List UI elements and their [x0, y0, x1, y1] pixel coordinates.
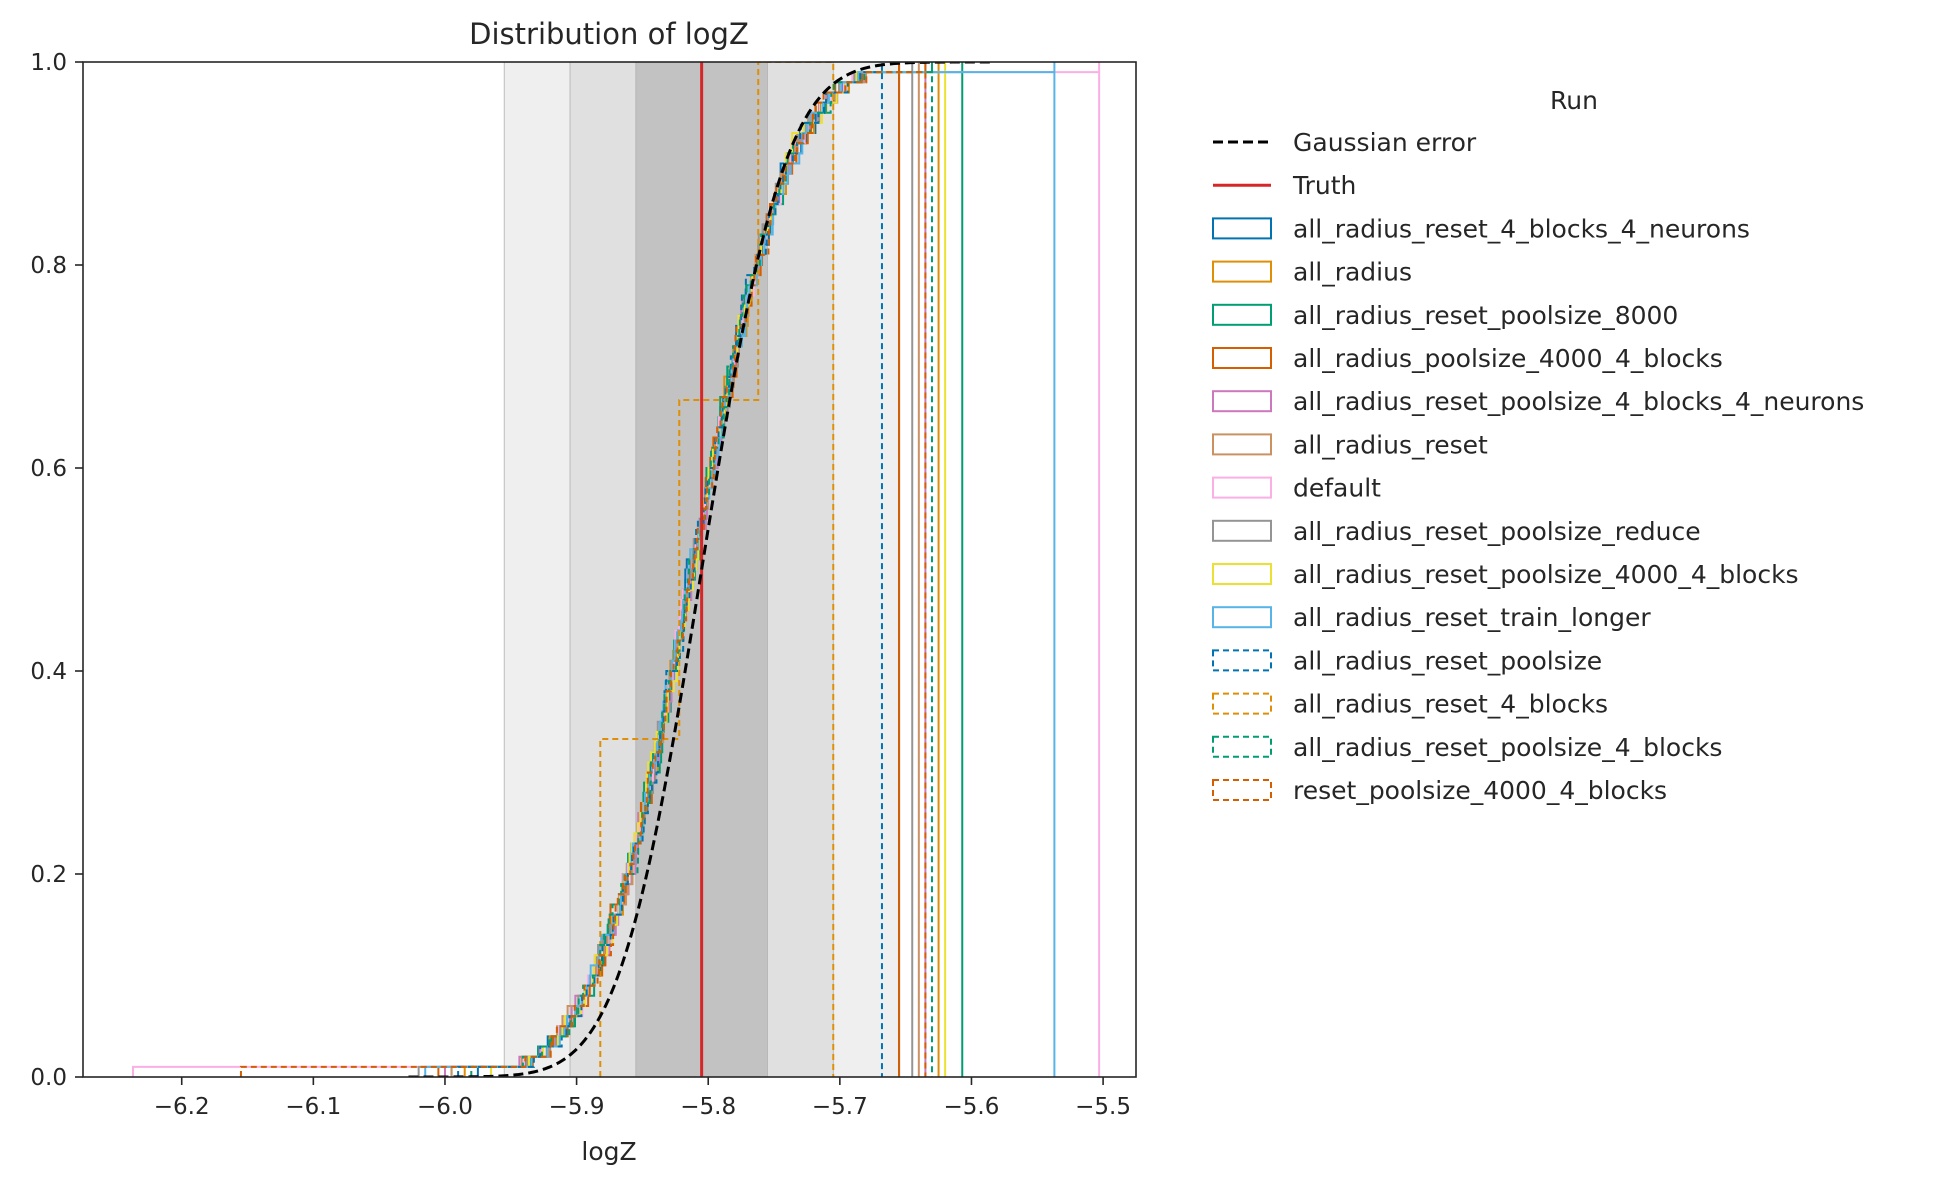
- legend-swatch-all-radius-reset-poolsize-4000-4-blocks: [1212, 563, 1272, 585]
- series-all-radius-reset-poolsize: [457, 62, 883, 1077]
- legend: Run Gaussian error Truth all_radius_reset_…: [1212, 86, 1864, 805]
- x-tick-label: −5.5: [1075, 1094, 1131, 1120]
- legend-label-default: default: [1293, 474, 1381, 503]
- legend-swatch-all-radius-reset-4-blocks-4-neurons: [1212, 217, 1272, 240]
- legend-label-all-radius-reset: all_radius_reset: [1293, 430, 1488, 459]
- legend-swatch-all-radius-reset: [1212, 433, 1272, 456]
- x-tick-label: −5.6: [944, 1094, 1000, 1120]
- legend-swatch-all-radius-reset-poolsize: [1212, 649, 1272, 672]
- series-all-radius-reset-4-blocks: [599, 62, 835, 1077]
- legend-label-all-radius-reset-4-blocks: all_radius_reset_4_blocks: [1293, 690, 1608, 719]
- x-tick-label: −6.1: [285, 1094, 341, 1120]
- legend-label-all-radius-reset-poolsize-reduce: all_radius_reset_poolsize_reduce: [1293, 517, 1701, 546]
- y-tick-label: 0.0: [30, 1065, 67, 1091]
- legend-title: Run: [1550, 86, 1598, 115]
- legend-swatch-all-radius: [1212, 260, 1272, 283]
- legend-swatch-all-radius-reset-4-blocks: [1212, 692, 1272, 715]
- y-tick-label: 0.6: [30, 456, 67, 482]
- legend-swatch-all-radius-poolsize-4000-4-blocks: [1212, 347, 1272, 369]
- legend-label-all-radius-reset-poolsize-4-blocks-4-neurons: all_radius_reset_poolsize_4_blocks_4_neu…: [1293, 387, 1864, 416]
- legend-label-Truth: Truth: [1292, 171, 1356, 200]
- legend-label-all-radius-reset-train-longer: all_radius_reset_train_longer: [1293, 603, 1651, 632]
- legend-swatch-reset-poolsize-4000-4-blocks: [1212, 779, 1272, 801]
- legend-label-Gaussian error: Gaussian error: [1293, 128, 1477, 157]
- legend-swatch-all-radius-reset-poolsize-4-blocks: [1212, 735, 1272, 758]
- legend-swatch-all-radius-reset-train-longer: [1212, 606, 1272, 629]
- legend-label-all-radius-reset-poolsize-4000-4-blocks: all_radius_reset_poolsize_4000_4_blocks: [1293, 560, 1799, 589]
- legend-swatch-all-radius-reset-poolsize-8000: [1212, 303, 1272, 326]
- legend-swatch-default: [1212, 476, 1272, 499]
- x-axis: −6.2 −6.1 −6.0 −5.9 −5.8 −5.7 −5.6 −5.5: [154, 1077, 1131, 1120]
- x-tick-label: −5.8: [680, 1094, 736, 1120]
- overlay-layer: [408, 62, 995, 1077]
- legend-label-all-radius-reset-4-blocks-4-neurons: all_radius_reset_4_blocks_4_neurons: [1293, 214, 1750, 243]
- gaussian-error-curve: [408, 62, 995, 1077]
- y-tick-label: 0.8: [30, 253, 67, 279]
- legend-swatch-all-radius-reset-poolsize-reduce: [1212, 519, 1272, 542]
- chart-title: Distribution of logZ: [469, 17, 749, 51]
- legend-label-all-radius-reset-poolsize-8000: all_radius_reset_poolsize_8000: [1293, 301, 1678, 330]
- y-tick-label: 1.0: [30, 50, 67, 76]
- legend-swatch-all-radius-reset-poolsize-4-blocks-4-neurons: [1212, 390, 1272, 413]
- legend-label-all-radius-poolsize-4000-4-blocks: all_radius_poolsize_4000_4_blocks: [1293, 344, 1723, 373]
- x-tick-label: −6.2: [154, 1094, 210, 1120]
- legend-label-all-radius: all_radius: [1293, 258, 1412, 287]
- y-tick-label: 0.2: [30, 862, 67, 888]
- x-tick-label: −5.9: [549, 1094, 605, 1120]
- plot-frame: [82, 61, 1137, 1078]
- legend-label-all-radius-reset-poolsize: all_radius_reset_poolsize: [1293, 646, 1602, 675]
- x-tick-label: −6.0: [417, 1094, 473, 1120]
- legend-label-all-radius-reset-poolsize-4-blocks: all_radius_reset_poolsize_4_blocks: [1293, 733, 1722, 762]
- x-tick-label: −5.7: [812, 1094, 868, 1120]
- y-axis: 0.0 0.2 0.4 0.6 0.8 1.0: [30, 50, 83, 1091]
- x-axis-label: logZ: [581, 1137, 636, 1166]
- y-tick-label: 0.4: [30, 659, 67, 685]
- legend-label-reset-poolsize-4000-4-blocks: reset_poolsize_4000_4_blocks: [1293, 776, 1667, 805]
